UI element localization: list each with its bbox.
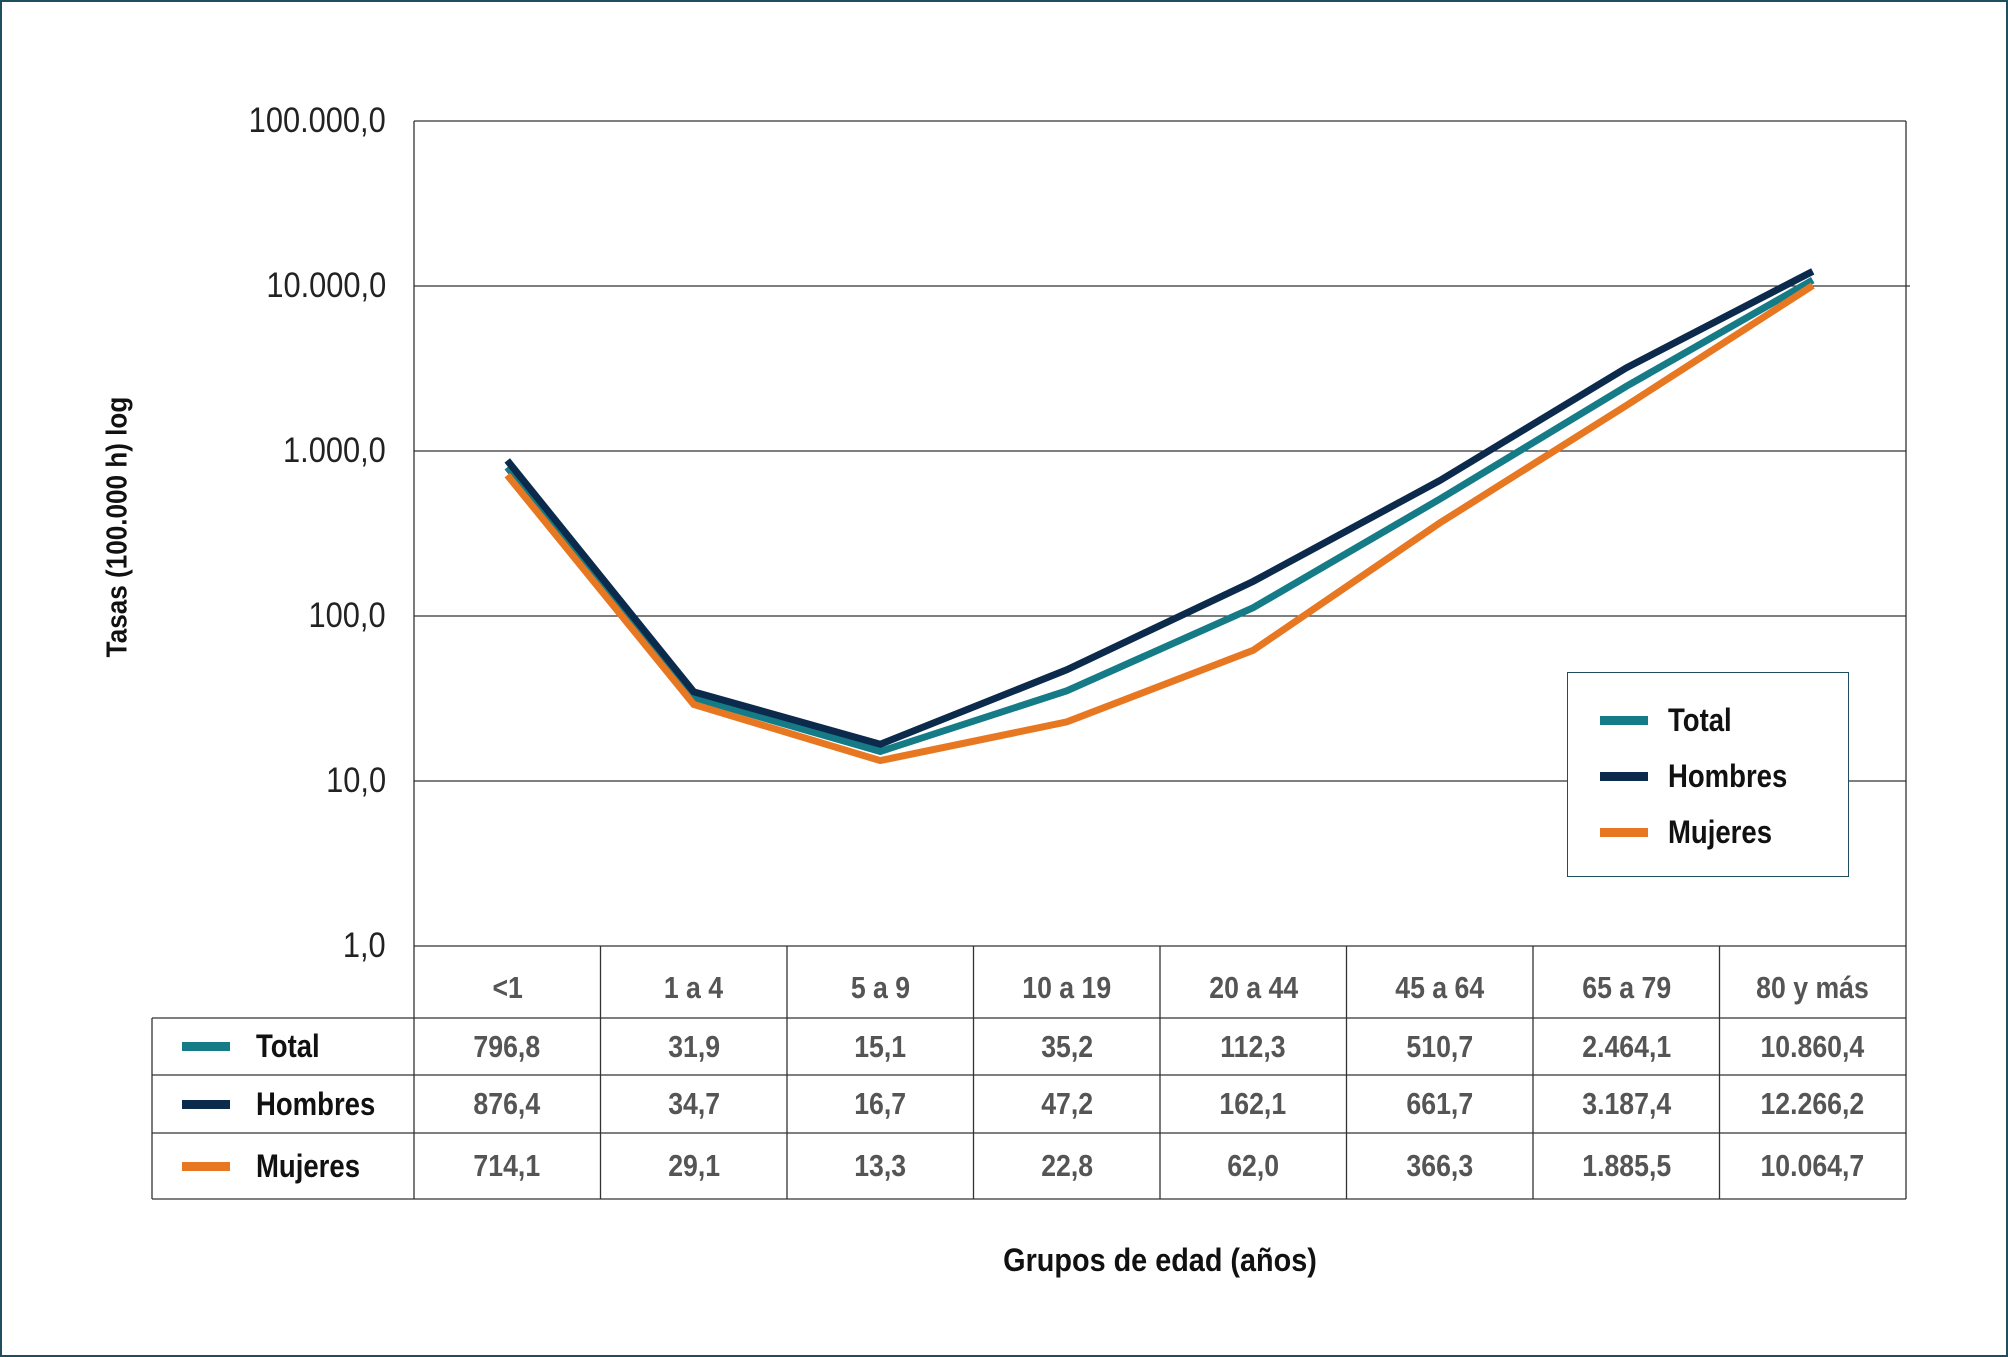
x-category-label: 20 a 44 — [1160, 952, 1347, 1024]
data-label-text: 3.187,4 — [1581, 1086, 1671, 1121]
legend-item-hombres: Hombres — [1600, 748, 1848, 804]
y-tick-label: 1.000,0 — [283, 431, 386, 470]
data-label: 510,7 — [1347, 1018, 1534, 1075]
legend-item-mujeres: Mujeres — [1600, 804, 1848, 860]
data-label: 22,8 — [974, 1133, 1161, 1199]
data-label: 162,1 — [1160, 1075, 1347, 1133]
data-label-text: 34,7 — [667, 1086, 720, 1121]
row-label-text: Hombres — [256, 1085, 376, 1122]
legend-label: Mujeres — [1668, 813, 1773, 850]
x-category-label: 45 a 64 — [1347, 952, 1534, 1024]
legend: Total Hombres Mujeres — [1567, 672, 1849, 877]
data-label-text: 13,3 — [854, 1148, 907, 1183]
x-category-label: 80 y más — [1720, 952, 1907, 1024]
data-label-text: 22,8 — [1040, 1148, 1093, 1183]
data-label: 15,1 — [787, 1018, 974, 1075]
legend-item-total: Total — [1600, 692, 1848, 748]
data-label: 796,8 — [414, 1018, 601, 1075]
data-label: 62,0 — [1160, 1133, 1347, 1199]
data-label: 2.464,1 — [1533, 1018, 1720, 1075]
x-category-label: 65 a 79 — [1533, 952, 1720, 1024]
x-category-label: 5 a 9 — [787, 952, 974, 1024]
legend-swatch — [1600, 771, 1648, 781]
data-label: 13,3 — [787, 1133, 974, 1199]
data-label-text: 510,7 — [1406, 1028, 1474, 1064]
data-label-text: 2.464,1 — [1581, 1028, 1671, 1064]
data-label: 714,1 — [414, 1133, 601, 1199]
data-label: 35,2 — [974, 1018, 1161, 1075]
series-line-total — [504, 277, 1815, 756]
data-label-text: 10.860,4 — [1760, 1028, 1865, 1064]
x-category-label: 1 a 4 — [601, 952, 788, 1024]
data-label-text: 366,3 — [1406, 1148, 1474, 1183]
x-category-label-text: 45 a 64 — [1395, 970, 1485, 1005]
legend-label: Total — [1668, 701, 1732, 738]
row-swatch — [182, 1161, 230, 1171]
data-label: 29,1 — [601, 1133, 788, 1199]
y-tick-label: 10.000,0 — [266, 266, 386, 305]
data-label-text: 1.885,5 — [1581, 1148, 1671, 1183]
row-label-text: Total — [256, 1028, 320, 1064]
data-label: 366,3 — [1347, 1133, 1534, 1199]
data-label: 3.187,4 — [1533, 1075, 1720, 1133]
data-label-text: 112,3 — [1220, 1028, 1286, 1064]
legend-swatch — [1600, 715, 1648, 725]
data-label: 16,7 — [787, 1075, 974, 1133]
y-tick-label: 1,0 — [343, 926, 386, 965]
data-label: 112,3 — [1160, 1018, 1347, 1075]
data-label: 47,2 — [974, 1075, 1161, 1133]
x-category-label-text: 10 a 19 — [1022, 970, 1112, 1005]
row-swatch — [182, 1042, 230, 1051]
data-label-text: 796,8 — [473, 1028, 541, 1064]
data-label-text: 62,0 — [1227, 1148, 1280, 1183]
data-label-text: 661,7 — [1406, 1086, 1474, 1121]
data-label-text: 714,1 — [473, 1148, 541, 1183]
data-label: 661,7 — [1347, 1075, 1534, 1133]
data-label: 1.885,5 — [1533, 1133, 1720, 1199]
y-tick-label: 100.000,0 — [248, 101, 386, 140]
data-label-text: 12.266,2 — [1760, 1086, 1865, 1121]
y-tick-label: 10,0 — [326, 761, 386, 800]
x-category-label-text: 1 a 4 — [664, 970, 724, 1005]
table-row-label: Hombres — [152, 1075, 395, 1133]
x-category-label-text: 5 a 9 — [850, 970, 910, 1005]
legend-swatch — [1600, 827, 1648, 837]
table-row-label: Total — [152, 1018, 330, 1075]
data-label: 10.860,4 — [1720, 1018, 1907, 1075]
data-label-text: 10.064,7 — [1760, 1148, 1865, 1183]
row-swatch — [182, 1099, 230, 1109]
data-label-text: 31,9 — [667, 1028, 720, 1064]
table-row-label: Mujeres — [152, 1133, 377, 1199]
x-category-label-text: 80 y más — [1756, 970, 1870, 1005]
y-axis-label: Tasas (100.000 h) log — [101, 396, 134, 658]
x-category-label-text: 65 a 79 — [1581, 970, 1671, 1005]
x-category-label-text: <1 — [492, 970, 523, 1005]
data-label: 10.064,7 — [1720, 1133, 1907, 1199]
data-label-text: 16,7 — [854, 1086, 907, 1121]
data-label: 12.266,2 — [1720, 1075, 1907, 1133]
data-label-text: 876,4 — [473, 1086, 541, 1121]
data-label-text: 35,2 — [1040, 1028, 1093, 1064]
y-tick-label: 100,0 — [308, 596, 386, 635]
x-axis-label: Grupos de edad (años) — [1003, 1242, 1317, 1278]
data-label-text: 47,2 — [1040, 1086, 1093, 1121]
data-label: 31,9 — [601, 1018, 788, 1075]
legend-label: Hombres — [1668, 757, 1788, 794]
series-line-mujeres — [504, 282, 1815, 765]
data-label: 34,7 — [601, 1075, 788, 1133]
data-label-text: 29,1 — [667, 1148, 720, 1183]
data-label-text: 162,1 — [1219, 1086, 1287, 1121]
data-label-text: 15,1 — [854, 1028, 907, 1064]
row-label-text: Mujeres — [256, 1147, 361, 1184]
x-category-label-text: 20 a 44 — [1208, 970, 1298, 1005]
series-line-hombres — [504, 268, 1815, 748]
x-category-label: <1 — [414, 952, 601, 1024]
x-category-label: 10 a 19 — [974, 952, 1161, 1024]
data-label: 876,4 — [414, 1075, 601, 1133]
